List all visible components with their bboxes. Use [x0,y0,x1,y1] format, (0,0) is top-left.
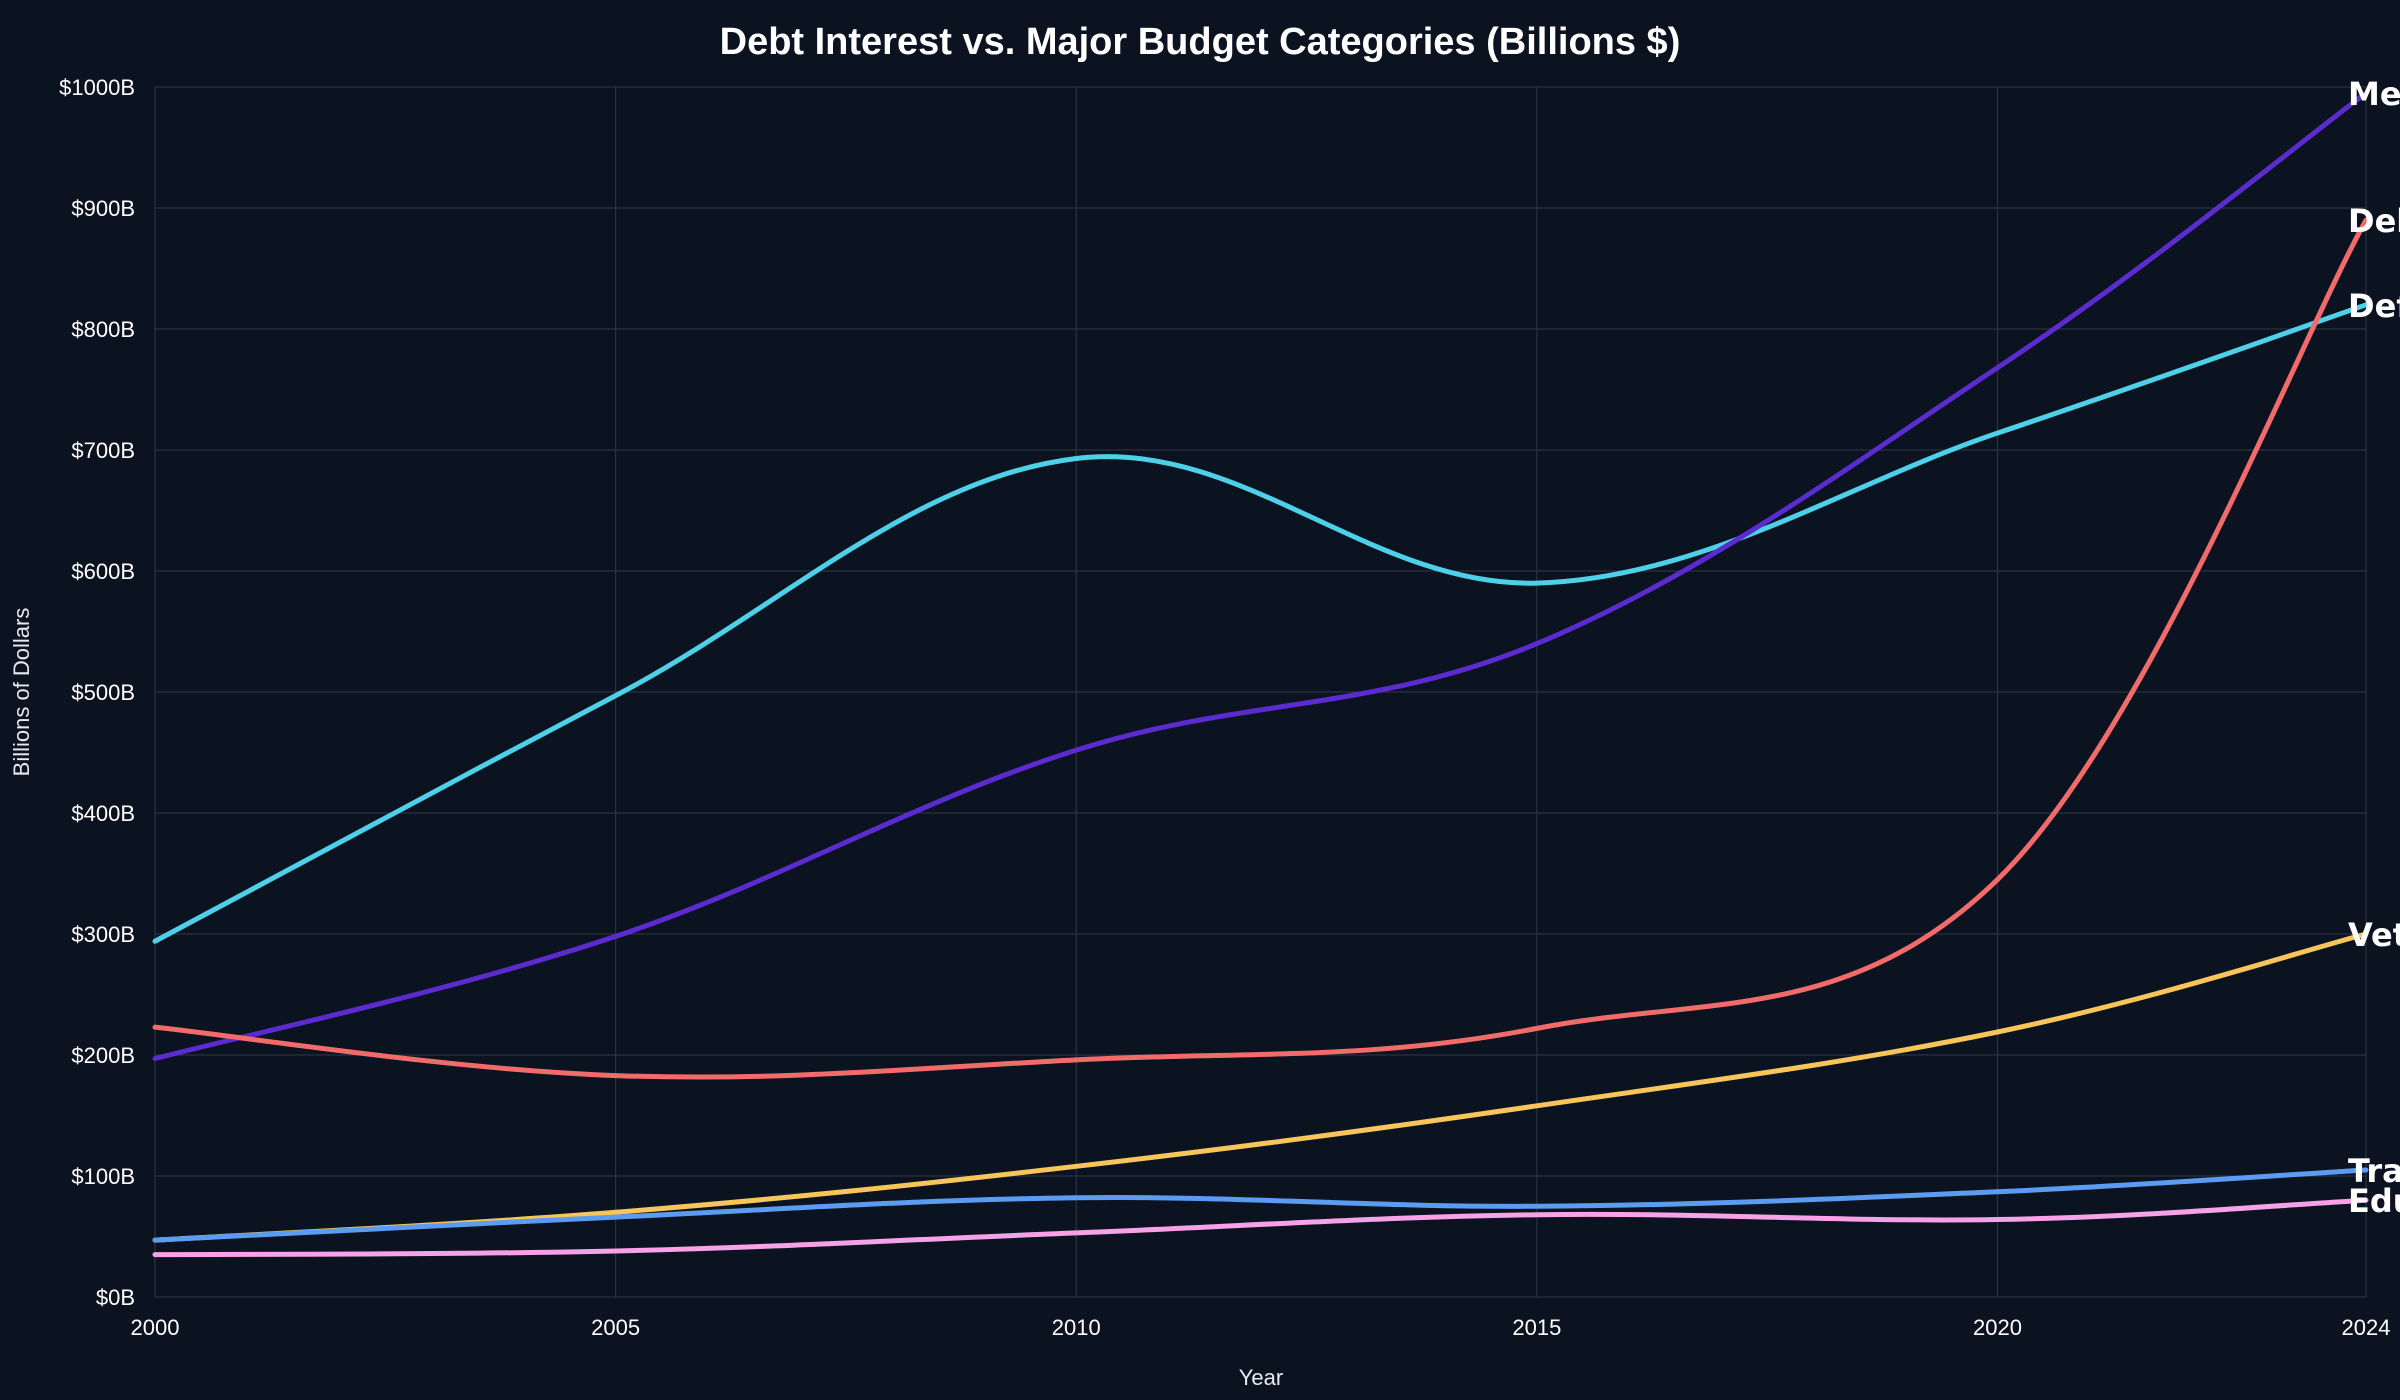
series-line-medicare [152,90,2369,1062]
series-end-label-medicare: Me [2348,75,2400,113]
series-end-label-transportation: Tra [2348,1152,2400,1190]
x-tick-label: 2005 [591,1315,640,1340]
x-tick-label: 2010 [1052,1315,1101,1340]
y-tick-label: $800B [71,317,135,342]
x-tick-label: 2020 [1973,1315,2022,1340]
y-tick-label: $0B [96,1285,135,1310]
x-axis-label: Year [1239,1365,1283,1390]
y-tick-label: $700B [71,438,135,463]
x-tick-label: 2015 [1512,1315,1561,1340]
series-end-label-education: Edu [2348,1182,2400,1220]
series-end-label-veterans: Vet [2348,916,2400,954]
y-tick-label: $300B [71,922,135,947]
series-line-veterans [152,931,2369,1243]
y-tick-label: $200B [71,1043,135,1068]
tick-labels: $0B $100B $200B $300B $400B $500B $600B $700B $8… [59,75,2390,1340]
y-tick-label: $1000B [59,75,135,100]
y-tick-label: $600B [71,559,135,584]
y-tick-label: $500B [71,680,135,705]
series-line-education [152,1197,2369,1258]
y-tick-label: $900B [71,196,135,221]
series-line-transportation [152,1167,2369,1243]
series-end-label-debt-interest: Del [2348,202,2400,240]
y-tick-label: $400B [71,801,135,826]
y-tick-label: $100B [71,1164,135,1189]
chart-title: Debt Interest vs. Major Budget Categorie… [720,21,1681,63]
series-line-defense [152,302,2369,944]
y-axis-label: Billions of Dollars [9,608,34,777]
series-lines [152,90,2369,1258]
x-tick-label: 2000 [131,1315,180,1340]
series-end-labels: Def Me Del Vet TraEdu [2348,75,2400,1220]
series-end-label-defense: Def [2348,287,2400,325]
series-line-debt-interest [152,217,2369,1080]
x-tick-label: 2024 [2342,1315,2391,1340]
